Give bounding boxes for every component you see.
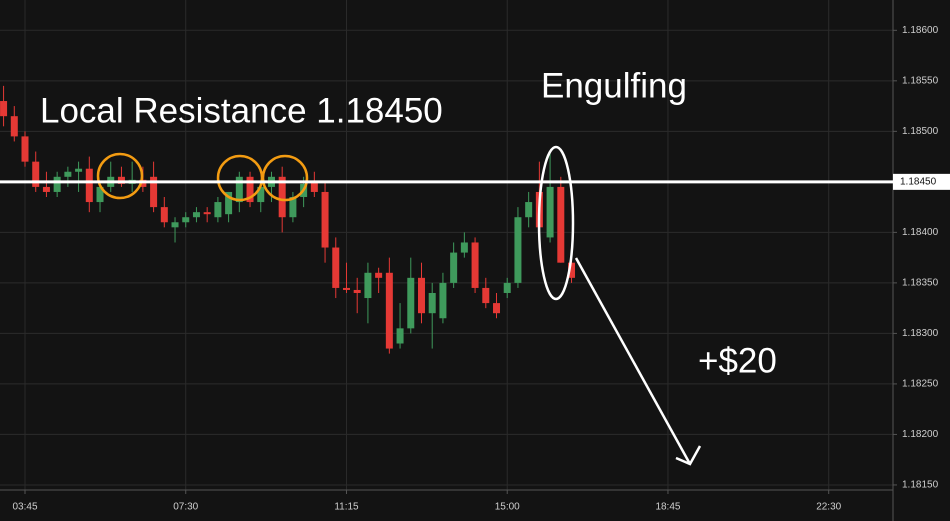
resistance-touch-circle — [96, 152, 144, 200]
candle-body — [0, 101, 8, 117]
candle-body — [192, 212, 200, 218]
candle-body — [53, 176, 61, 192]
arrow-head — [675, 445, 702, 466]
candle-body — [10, 116, 18, 137]
annotation: Engulfing — [541, 66, 687, 105]
x-tick-label: 15:00 — [495, 502, 520, 513]
annotation: Local Resistance 1.18450 — [40, 91, 443, 130]
y-tick-label: 1.18500 — [902, 126, 939, 137]
projection-arrow — [574, 257, 702, 466]
arrow-shaft — [574, 257, 692, 465]
candle-body — [375, 272, 383, 278]
candle-body — [353, 289, 361, 293]
candle-body — [460, 242, 468, 253]
candle-body — [85, 168, 93, 203]
candle-body — [225, 191, 233, 215]
candle-body — [450, 252, 458, 283]
engulfing-ellipse — [537, 145, 575, 301]
resistance-label: 1.18450 — [900, 176, 937, 187]
candle-body — [139, 179, 147, 187]
candle-body — [310, 181, 318, 192]
y-tick-label: 1.18150 — [902, 480, 939, 491]
candle-body — [503, 282, 511, 293]
candle-body — [160, 207, 168, 223]
candle-body — [214, 202, 222, 218]
candle-body — [21, 136, 29, 162]
y-tick-label: 1.18350 — [902, 278, 939, 289]
candle-body — [396, 328, 404, 344]
y-tick-label: 1.18550 — [902, 75, 939, 86]
candle-body — [385, 272, 393, 349]
candle-body — [482, 287, 490, 304]
candle-body — [64, 171, 72, 177]
candle-body — [546, 186, 554, 238]
candle-body — [514, 217, 522, 283]
x-tick-label: 03:45 — [12, 502, 37, 513]
y-tick-label: 1.18300 — [902, 328, 939, 339]
candle-body — [182, 217, 190, 223]
x-tick-label: 22:30 — [816, 502, 841, 513]
y-tick-label: 1.18250 — [902, 379, 939, 390]
candle-body — [257, 186, 265, 203]
resistance-label-box — [893, 173, 950, 190]
y-tick-label: 1.18200 — [902, 429, 939, 440]
candle-body — [525, 202, 533, 218]
x-tick-label: 18:45 — [655, 502, 680, 513]
candle-body — [364, 272, 372, 299]
candle-body — [493, 303, 501, 314]
candle-body — [96, 186, 104, 203]
candle-body — [246, 176, 254, 203]
candle-body — [150, 176, 158, 208]
candle-body — [557, 186, 565, 263]
overlay: 1.18450 — [0, 173, 950, 190]
candle-body — [321, 191, 329, 248]
candle-body — [235, 176, 243, 203]
annotation: +$20 — [698, 341, 777, 380]
resistance-touch-circle — [261, 154, 309, 202]
candle-body — [439, 282, 447, 319]
candle-body — [471, 242, 479, 288]
candle-body — [407, 277, 415, 329]
candle-body — [75, 168, 83, 172]
grid: 1.18150 1.18200 1.18250 1.18300 1.18350 1.184… — [0, 0, 939, 513]
x-tick-label: 07:30 — [173, 502, 198, 513]
candle-body — [278, 176, 286, 218]
candle-body — [171, 222, 179, 228]
candle-body — [42, 186, 50, 192]
candle-body — [117, 176, 125, 184]
x-tick-label: 11:15 — [334, 502, 359, 513]
markers — [96, 152, 309, 202]
candle-body — [289, 197, 297, 218]
candle-body — [417, 277, 425, 314]
candle-body — [32, 161, 40, 187]
candle-body — [568, 262, 576, 278]
candle-body — [203, 212, 211, 215]
y-tick-label: 1.18600 — [902, 25, 939, 36]
candles — [0, 85, 576, 354]
candle-body — [342, 287, 350, 290]
candle-body — [332, 247, 340, 288]
y-tick-label: 1.18400 — [902, 227, 939, 238]
candle-body — [428, 292, 436, 314]
